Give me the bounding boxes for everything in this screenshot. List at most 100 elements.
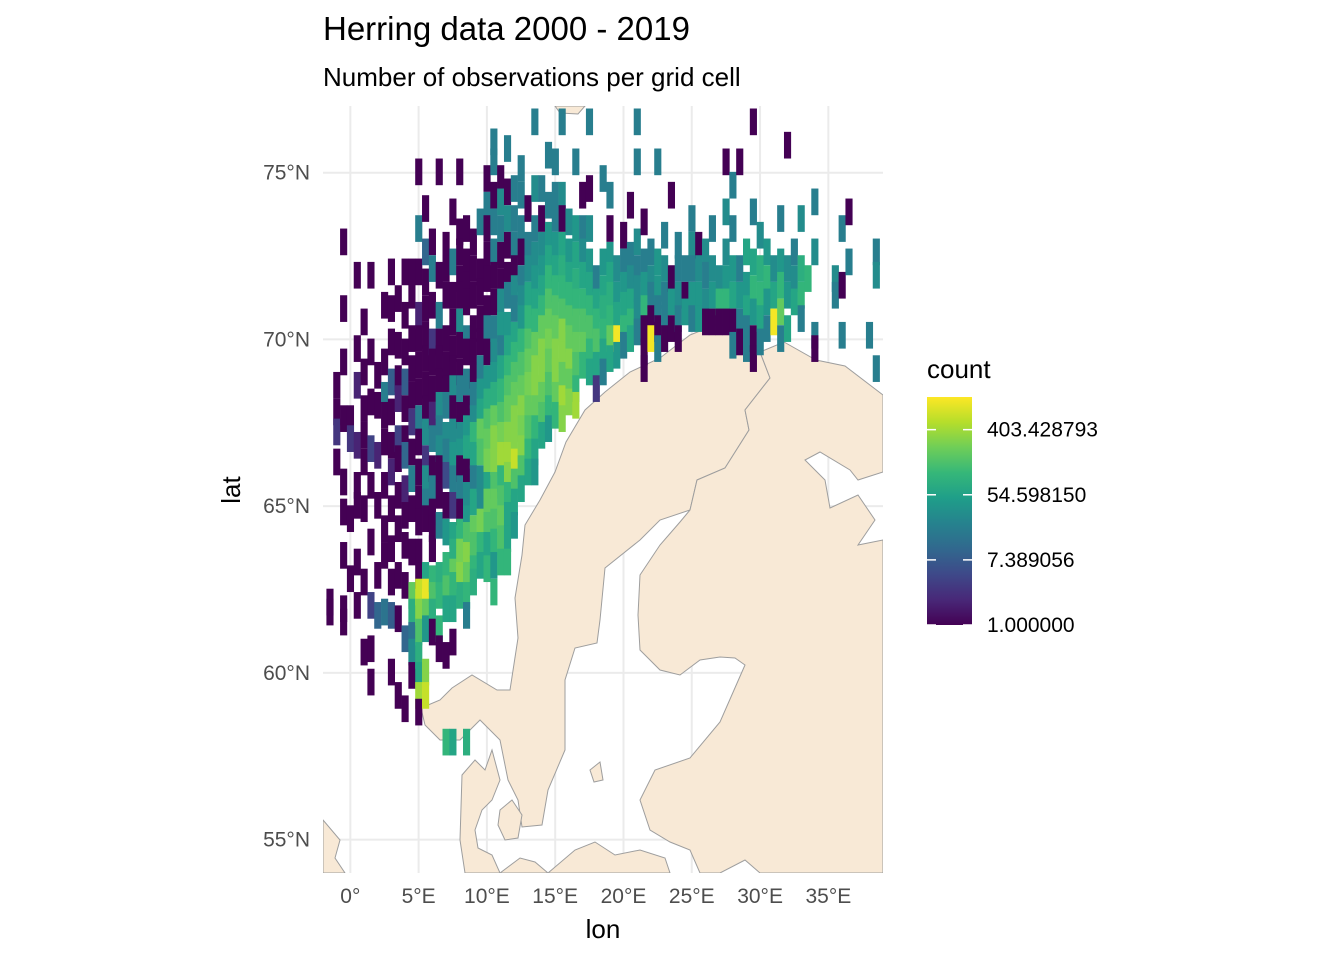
x-tick-label: 20°E	[601, 885, 647, 908]
heatmap-cell	[483, 532, 491, 559]
heatmap-cell	[674, 231, 682, 259]
heatmap-cell	[449, 198, 457, 226]
heatmap-cell	[476, 418, 484, 446]
heatmap-cell	[517, 375, 525, 402]
heatmap-cell	[415, 508, 423, 536]
heatmap-cell	[565, 305, 573, 332]
heatmap-cell	[565, 208, 573, 236]
heatmap-cell	[592, 288, 600, 316]
heatmap-cell	[449, 728, 457, 756]
heatmap-cell	[661, 325, 669, 352]
heatmap-cell	[490, 288, 498, 316]
heatmap-cell	[422, 445, 430, 472]
heatmap-cell	[449, 248, 457, 276]
heatmap-cell	[503, 205, 512, 232]
heatmap-cell	[674, 325, 682, 352]
heatmap-cell	[463, 562, 471, 589]
heatmap-cell	[435, 512, 443, 539]
heatmap-cell	[708, 308, 716, 336]
heatmap-cell	[749, 345, 757, 372]
heatmap-cell	[456, 562, 464, 589]
heatmap-cell	[708, 281, 716, 309]
heatmap-cell	[463, 248, 471, 276]
chart-subtitle: Number of observations per grid cell	[323, 62, 741, 92]
heatmap-cell	[428, 328, 436, 356]
heatmap-cell	[743, 271, 751, 299]
heatmap-cell	[497, 485, 505, 513]
heatmap-cell	[381, 515, 389, 543]
heatmap-cell	[415, 538, 423, 566]
heatmap-cell	[435, 455, 443, 482]
heatmap-cell	[408, 538, 416, 566]
heatmap-cell	[360, 308, 368, 336]
heatmap-cell	[360, 495, 368, 523]
heatmap-cell	[510, 468, 518, 496]
heatmap-cell	[490, 425, 498, 452]
heatmap-cell	[606, 345, 614, 372]
heatmap-cell	[353, 371, 361, 399]
land-poland-baltic	[547, 841, 671, 873]
heatmap-cell	[401, 368, 409, 396]
heatmap-cell	[565, 261, 573, 289]
land-continent-south	[499, 857, 549, 873]
heatmap-cell	[360, 421, 368, 449]
heatmap-cell	[544, 308, 553, 336]
heatmap-cell	[585, 215, 594, 242]
heatmap-cell	[551, 255, 559, 282]
heatmap-cell	[544, 328, 553, 356]
heatmap-cell	[585, 295, 594, 322]
heatmap-cell	[538, 315, 546, 342]
heatmap-cell	[415, 378, 423, 406]
heatmap-cell	[353, 471, 361, 499]
heatmap-cell	[401, 695, 409, 723]
heatmap-cell	[510, 341, 518, 369]
heatmap-cell	[722, 288, 730, 316]
heatmap-cell	[633, 108, 641, 136]
heatmap-cell	[749, 108, 757, 136]
heatmap-cell	[469, 421, 477, 449]
heatmap-cell	[497, 165, 505, 192]
legend-break-label: 1.000000	[987, 614, 1075, 637]
heatmap-cell	[531, 415, 539, 442]
heatmap-cell	[469, 568, 477, 596]
heatmap-cell	[503, 548, 512, 576]
heatmap-cell	[456, 218, 464, 246]
heatmap-cell	[715, 265, 723, 292]
heatmap-cell	[428, 565, 436, 593]
heatmap-cell	[756, 305, 764, 332]
heatmap-cell	[729, 171, 737, 199]
heatmap-cell	[333, 398, 341, 426]
heatmap-cell	[497, 188, 505, 216]
heatmap-cell	[620, 271, 628, 299]
heatmap-cell	[538, 358, 546, 386]
heatmap-cell	[524, 231, 532, 259]
heatmap-cell	[463, 288, 471, 316]
heatmap-cell	[476, 438, 484, 466]
heatmap-cell	[490, 238, 498, 266]
land-gotland	[589, 761, 604, 783]
heatmap-cell	[503, 441, 512, 469]
heatmap-cell	[346, 565, 355, 593]
heatmap-cell	[381, 381, 389, 409]
heatmap-cell	[415, 351, 423, 379]
heatmap-cell	[469, 555, 477, 583]
heatmap-cell	[490, 181, 498, 209]
heatmap-cell	[702, 288, 710, 316]
heatmap-cell	[415, 325, 423, 352]
heatmap-cell	[572, 288, 580, 316]
heatmap-cell	[415, 598, 423, 626]
heatmap-cell	[442, 575, 450, 603]
heatmap-cell	[531, 265, 539, 292]
heatmap-cell	[469, 532, 477, 559]
heatmap-cell	[394, 365, 402, 392]
land-zealand	[497, 799, 523, 841]
heatmap-cell	[490, 448, 498, 476]
heatmap-cell	[736, 328, 744, 356]
heatmap-cell	[654, 148, 662, 176]
heatmap-cell	[456, 308, 464, 336]
heatmap-cell	[558, 255, 566, 282]
heatmap-cell	[524, 255, 532, 282]
heatmap-cell	[408, 662, 416, 689]
heatmap-cell	[428, 582, 436, 609]
heatmap-cell	[456, 538, 464, 566]
